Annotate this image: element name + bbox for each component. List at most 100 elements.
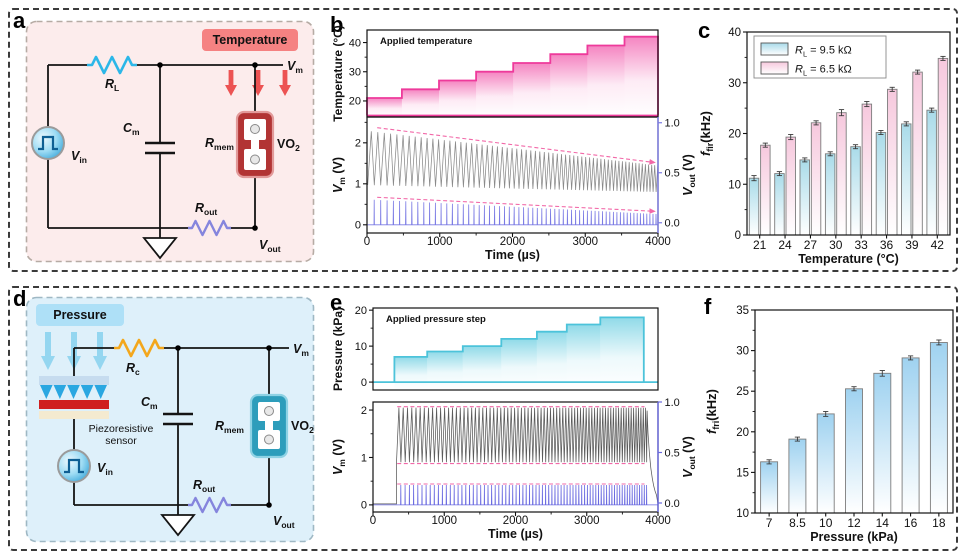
firing-frequency-vs-pressure-chart: 7 8.5 10 12 14 16 18 10 15 20 25 30 35 Pressure (kPa)…	[704, 305, 954, 544]
right-y-tick-label: 0.5	[665, 447, 680, 459]
y-tick-label: 30	[728, 78, 741, 90]
bar	[901, 357, 920, 514]
label-rest: (V)	[331, 439, 345, 459]
step-fill	[550, 54, 588, 117]
vm-axis-label: Vm (V)	[331, 439, 347, 475]
label-main: R	[795, 45, 803, 57]
y-tick-label: 35	[736, 305, 749, 317]
firing-frequency-vs-temperature-chart: 21 24 27 30 33 36 39 42 0 10 20 30 40 Temperature (°C…	[698, 27, 951, 266]
stimulus-frame	[372, 307, 659, 391]
stimulus-steps	[393, 316, 645, 383]
x-tick-label: 12	[847, 516, 861, 530]
vo2-label: VO2	[291, 419, 314, 435]
panel-label-c: c	[698, 18, 711, 43]
label-sub: m	[337, 459, 347, 467]
step-fill	[439, 80, 477, 117]
bars-group: 7 8.5 10 12 14 16 18 10 15 20 25 30 35 Pressure (kPa)…	[704, 305, 954, 544]
stimulus-y-axis-label: Pressure (kPa)	[331, 307, 345, 391]
bars-group: 21 24 27 30 33 36 39 42 0 10 20 30 40 Temperature (°C…	[698, 27, 951, 266]
x-tick-label: 3000	[574, 515, 600, 527]
label-rest: (V)	[331, 157, 345, 177]
label-main: f	[704, 428, 719, 434]
sensor-electrode-layer	[39, 400, 109, 409]
vout-label: Vout	[273, 514, 295, 530]
vout-trace	[373, 484, 658, 506]
junction-dot	[175, 345, 181, 351]
x-tick-label: 3000	[572, 236, 598, 248]
vin-pulse-source	[31, 126, 65, 160]
bar	[785, 136, 796, 236]
label-rest: = 6.5 kΩ	[807, 64, 852, 76]
panel-label-a: a	[13, 8, 26, 33]
sensor-substrate-layer	[39, 411, 109, 419]
cm-label: Cm	[141, 395, 158, 411]
panel-label-f: f	[704, 294, 712, 319]
bar	[901, 123, 912, 236]
sensor-top-layer	[39, 376, 109, 385]
y-tick-label: 40	[349, 37, 361, 49]
bar	[788, 438, 807, 514]
vin-label: Vin	[71, 149, 87, 165]
step-fill	[367, 98, 402, 117]
step-fill	[476, 71, 514, 117]
x-tick-label: 18	[932, 516, 946, 530]
step-fill	[624, 36, 658, 118]
rout-label: Rout	[193, 478, 215, 494]
label-main: V	[331, 183, 345, 193]
vo2-contact	[250, 154, 260, 165]
bar	[861, 103, 873, 236]
label-main: f	[698, 150, 713, 156]
envelope-line	[377, 127, 656, 165]
stimulus-y-axis-label: Temperature (°C)	[331, 25, 345, 122]
label-rest: (V)	[681, 436, 695, 456]
y-tick-label: 15	[736, 467, 749, 479]
stimulus-steps	[366, 35, 659, 116]
vm-axis-label: Vm (V)	[331, 157, 347, 193]
x-tick-label: 39	[905, 238, 919, 252]
y-tick-label: 10	[728, 179, 741, 191]
sensor-label-line2: sensor	[105, 435, 137, 447]
pressure-circuit-diagram: Pressure Piezoresistive sensor	[25, 296, 315, 543]
source-circle	[31, 126, 65, 160]
right-y-tick-label: 1.0	[665, 397, 680, 409]
label-main: R	[795, 64, 803, 76]
wire	[73, 347, 289, 515]
panel-label-b: b	[330, 12, 344, 37]
vout-label: Vout	[259, 238, 281, 254]
y-tick-label: 0	[361, 500, 367, 512]
vo2-channel	[251, 138, 259, 151]
x-tick-label: 4000	[645, 236, 671, 248]
right-y-tick-label: 0.0	[665, 498, 680, 510]
vm-label: Vm	[287, 59, 303, 75]
sensor-microstructure	[40, 385, 53, 399]
label-rest: (kHz)	[698, 111, 713, 143]
vin-label: Vin	[97, 461, 113, 477]
x-tick-label: 1000	[431, 515, 457, 527]
circuit-a-background	[25, 20, 315, 263]
x-tick-label: 27	[804, 238, 818, 252]
bar	[929, 342, 948, 514]
heat-down-arrow-icon	[225, 70, 237, 96]
label-main: V	[681, 468, 695, 478]
junction-dot	[252, 225, 258, 231]
x-tick-label: 10	[819, 516, 833, 530]
y-tick-label: 0	[361, 377, 367, 389]
sensor-microstructure	[67, 385, 80, 399]
capacitor-cm	[145, 141, 175, 155]
x-tick-label: 2000	[503, 515, 529, 527]
rl-label: RL	[105, 77, 119, 93]
label-sub: L	[803, 50, 807, 59]
x-tick-label: 16	[904, 516, 918, 530]
label-sub: L	[803, 69, 807, 78]
response-subplot: 0 1 2 0.0 0.5 1.0 0 1000 2000 3000 4000 Time (µs) Vm…	[331, 397, 697, 541]
vm-trace	[367, 131, 659, 193]
stimulus-legend: Applied pressure step	[386, 314, 486, 325]
cm-label: Cm	[123, 121, 140, 137]
stimulus-subplot: Applied temperature 20 30 40 Temperature (°C…	[331, 25, 659, 122]
step-fill	[427, 351, 463, 390]
x-tick-label: 8.5	[789, 516, 806, 530]
y-tick-label: 0	[735, 230, 741, 242]
y-tick-label: 20	[736, 427, 749, 439]
right-y-tick-label: 0.5	[665, 168, 680, 180]
y-tick-label: 1	[361, 452, 367, 464]
